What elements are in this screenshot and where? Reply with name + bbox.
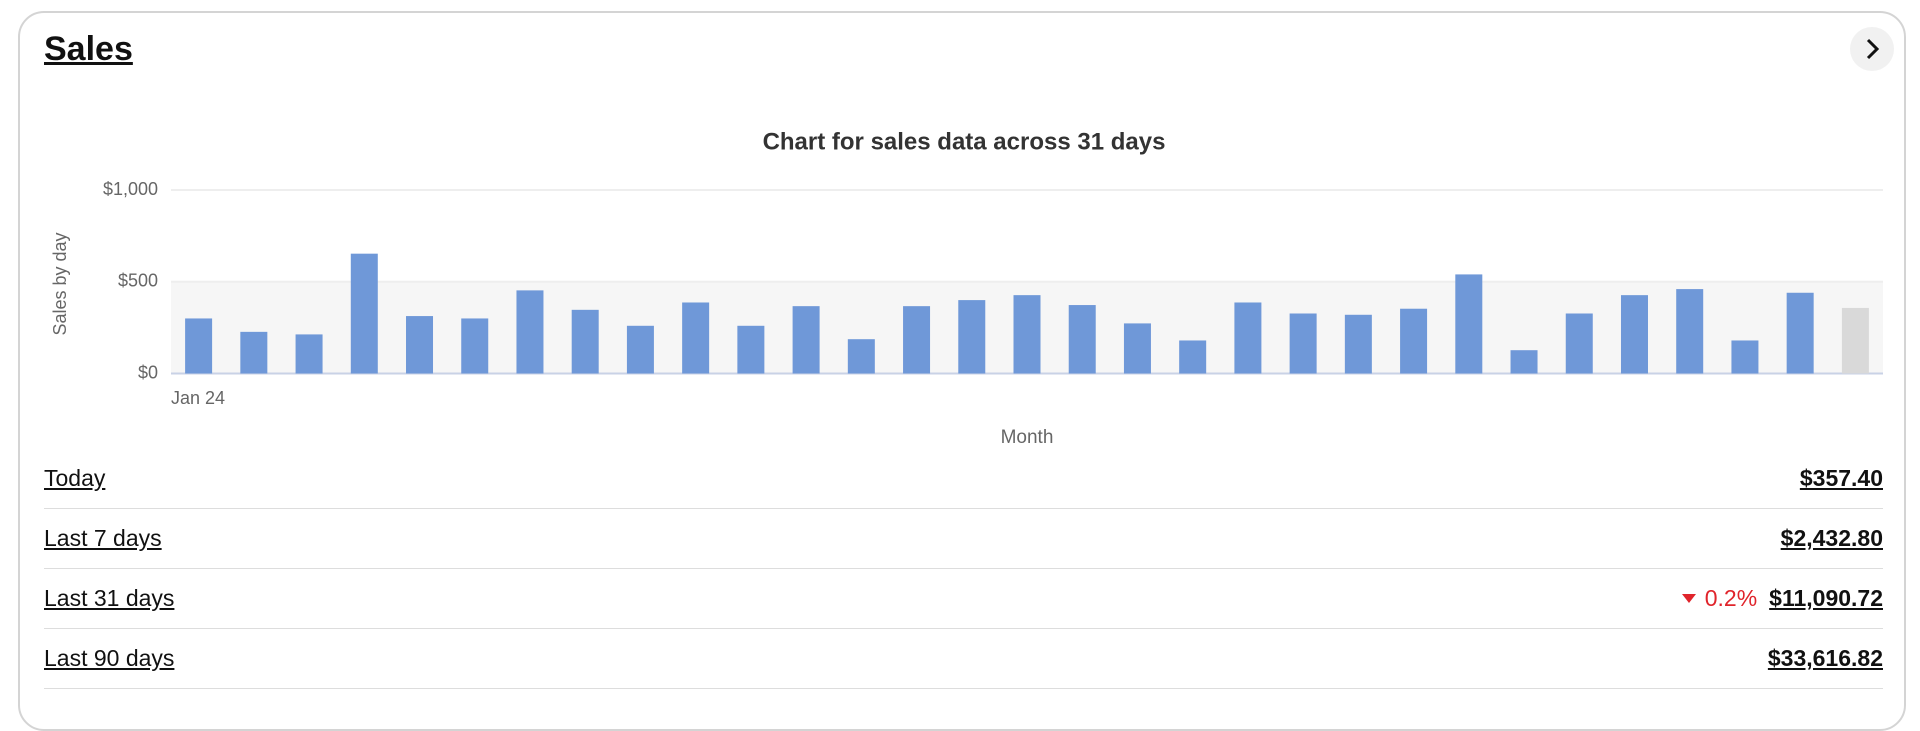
bar [1179, 340, 1207, 374]
y-tick-label: $1,000 [103, 179, 158, 199]
bar [1455, 274, 1483, 374]
y-tick-label: $500 [118, 271, 158, 291]
summary-row: Last 90 days $33,616.82 [44, 628, 1883, 689]
bar [1068, 305, 1096, 374]
bar [737, 325, 765, 374]
bar [1731, 340, 1759, 374]
bar [406, 316, 434, 374]
row-label[interactable]: Last 7 days [44, 524, 162, 551]
row-value[interactable]: $33,616.82 [1767, 644, 1883, 671]
row-label[interactable]: Today [44, 464, 106, 491]
bar [461, 318, 489, 374]
chevron-icon [1866, 38, 1880, 60]
bar [1786, 292, 1814, 374]
chart: Chart for sales data across 31 days Sale… [50, 128, 1883, 448]
row-label[interactable]: Last 31 days [44, 584, 175, 611]
row-value[interactable]: $2,432.80 [1780, 524, 1883, 551]
bar [516, 290, 544, 374]
bar [1234, 302, 1262, 374]
bar [185, 318, 213, 374]
bar [350, 253, 378, 374]
bar [1676, 289, 1704, 374]
summary-row: Last 7 days $2,432.80 [44, 508, 1883, 569]
row-value[interactable]: $11,090.72 [1769, 584, 1883, 611]
bar [1565, 313, 1593, 374]
bar [1510, 350, 1538, 374]
row-label[interactable]: Last 90 days [44, 644, 175, 671]
page: Sales Chart for sales data across 31 day… [18, 11, 1906, 731]
x-tick-label: Jan 24 [171, 388, 225, 408]
bar [1344, 314, 1372, 374]
bar [571, 309, 599, 374]
bar [626, 325, 654, 374]
bar [1620, 295, 1648, 374]
row-value[interactable]: $357.40 [1799, 464, 1883, 491]
bar [958, 300, 986, 374]
bar [295, 334, 323, 374]
y-tick-label: $0 [138, 362, 158, 382]
x-axis-label: Month [1001, 427, 1054, 448]
down-arrow [1681, 594, 1696, 603]
bar [1013, 295, 1041, 374]
bar [1841, 307, 1869, 374]
next-button[interactable] [1850, 27, 1894, 71]
bar [682, 302, 710, 374]
bar [1123, 323, 1151, 374]
bar [792, 306, 820, 374]
bar [903, 306, 931, 374]
summary-row: Last 31 days 0.2% $11,090.72 [44, 568, 1883, 629]
card-title[interactable]: Sales [44, 30, 133, 68]
y-axis-label: Sales by day [50, 232, 70, 335]
summary-row: Today $357.40 [44, 448, 1883, 509]
bar [847, 339, 875, 374]
change-value: 0.2% [1704, 584, 1758, 611]
chart-title: Chart for sales data across 31 days [763, 128, 1166, 155]
bar [1400, 308, 1428, 374]
change-indicator: 0.2% [1681, 585, 1757, 612]
bar [1289, 313, 1317, 374]
bar [240, 331, 268, 374]
